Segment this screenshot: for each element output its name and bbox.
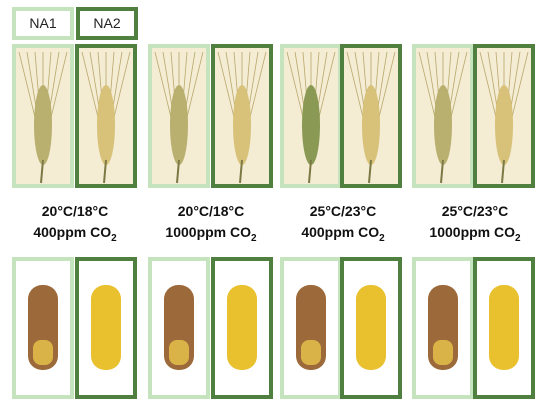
co2-label: 400ppm CO2 [33, 224, 117, 244]
co2-subscript: 2 [515, 233, 521, 244]
wheat-stem [501, 159, 505, 184]
wheat-spike [434, 85, 452, 165]
wheat-spike [233, 85, 251, 165]
temperature-label: 20°C/18°C [178, 203, 244, 219]
legend-label: NA2 [93, 15, 120, 31]
corn-kernels [301, 340, 321, 365]
wheat-spike [302, 85, 320, 165]
wheat-stem [239, 159, 243, 184]
co2-subscript: 2 [111, 233, 117, 244]
co2-text: 1000ppm CO [165, 224, 251, 240]
corn-kernels [433, 340, 453, 365]
wheat-stem [40, 159, 44, 184]
wheat-spike [362, 85, 380, 165]
co2-label: 1000ppm CO2 [429, 224, 521, 244]
legend-box-na2 [76, 7, 138, 40]
temperature-label: 25°C/23°C [442, 203, 508, 219]
wheat-stem [440, 159, 444, 184]
co2-label: 1000ppm CO2 [165, 224, 257, 244]
co2-text: 400ppm CO [33, 224, 111, 240]
corn-photo [211, 257, 273, 399]
temperature-label: 20°C/18°C [42, 203, 108, 219]
wheat-spike [170, 85, 188, 165]
corn-photo [12, 257, 74, 399]
wheat-stem [368, 159, 372, 184]
co2-text: 1000ppm CO [429, 224, 515, 240]
co2-subscript: 2 [379, 233, 385, 244]
wheat-stem [308, 159, 312, 184]
wheat-stem [103, 159, 107, 184]
wheat-stem [176, 159, 180, 184]
co2-subscript: 2 [251, 233, 257, 244]
wheat-spike [495, 85, 513, 165]
temperature-label: 25°C/23°C [310, 203, 376, 219]
corn-cob [91, 285, 121, 370]
wheat-spike [34, 85, 52, 165]
co2-label: 400ppm CO2 [301, 224, 385, 244]
corn-cob [227, 285, 257, 370]
corn-cob [356, 285, 386, 370]
legend-box-na1 [12, 7, 74, 40]
legend-label: NA1 [29, 15, 56, 31]
wheat-spike [97, 85, 115, 165]
legend: NA1 NA2 [12, 7, 138, 40]
co2-text: 400ppm CO [301, 224, 379, 240]
corn-kernels [33, 340, 53, 365]
corn-cob [489, 285, 519, 370]
corn-kernels [169, 340, 189, 365]
